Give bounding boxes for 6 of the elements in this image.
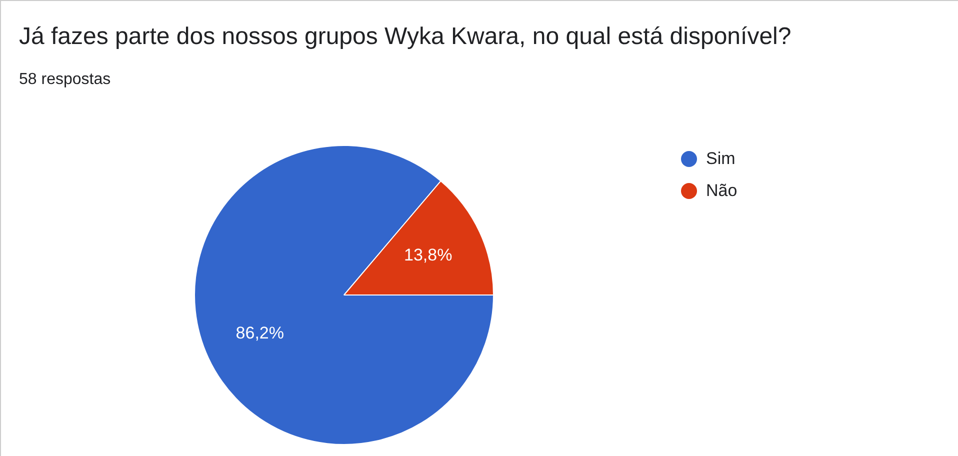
- legend-label: Não: [706, 181, 738, 201]
- data-label: 86,2%: [236, 324, 284, 343]
- chart-title: Já fazes parte dos nossos grupos Wyka Kwara, no qual está disponível?: [19, 23, 792, 51]
- text: 58 respostas: [19, 71, 111, 89]
- legend-label: Sim: [706, 149, 736, 169]
- data-label: 13,8%: [404, 246, 452, 265]
